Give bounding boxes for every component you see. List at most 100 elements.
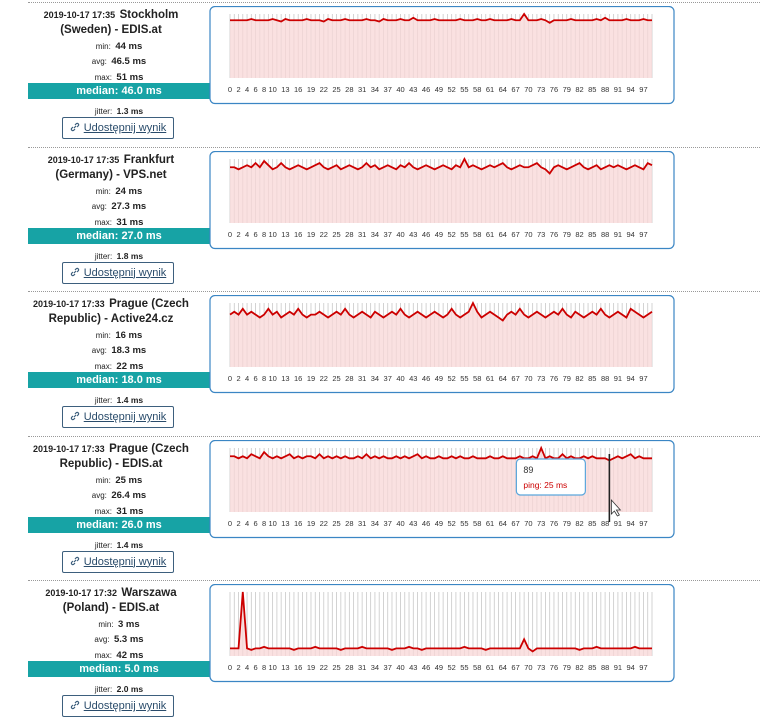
x-tick-label: 6 <box>253 663 257 672</box>
x-tick-label: 40 <box>396 519 404 528</box>
stat-label: min: <box>98 620 114 629</box>
separator <box>28 580 761 581</box>
x-tick-label: 85 <box>588 230 596 239</box>
median-value: 27.0 ms <box>121 229 162 242</box>
x-tick-label: 34 <box>371 374 379 383</box>
datetime: 2019-10-17 17:32 <box>45 588 117 598</box>
stat-value: 1.8 ms <box>116 250 144 261</box>
median-bar: median: 5.0 ms <box>28 661 210 677</box>
x-tick-label: 46 <box>422 374 430 383</box>
x-tick-label: 10 <box>268 85 276 94</box>
stat-label: jitter: <box>94 685 113 694</box>
x-tick-label: 82 <box>575 85 583 94</box>
stat-value: 51 ms <box>116 72 144 83</box>
x-tick-label: 52 <box>447 85 455 94</box>
stat-value: 42 ms <box>116 650 144 661</box>
stat-label: max: <box>94 506 112 516</box>
link-icon <box>70 556 79 565</box>
x-tick-label: 49 <box>435 85 443 94</box>
stat-value: 5.3 ms <box>114 634 144 645</box>
share-button[interactable]: Udostępnij wynik <box>62 695 174 717</box>
x-tick-label: 4 <box>245 85 249 94</box>
separator <box>28 291 761 292</box>
avg-stat: avg: 18.3 ms <box>28 340 210 358</box>
stat-label: avg: <box>91 490 107 500</box>
x-tick-label: 82 <box>575 230 583 239</box>
x-tick-label: 13 <box>281 230 289 239</box>
share-button[interactable]: Udostępnij wynik <box>62 406 174 428</box>
x-tick-label: 46 <box>422 519 430 528</box>
result-title: 2019-10-17 17:35 Stockholm (Sweden) - ED… <box>25 7 197 37</box>
x-tick-label: 82 <box>575 663 583 672</box>
stat-label: max: <box>94 651 112 660</box>
x-tick-label: 64 <box>499 85 507 94</box>
x-tick-label: 88 <box>601 663 609 672</box>
max-stat: max: 51 ms <box>28 67 210 85</box>
median-label: median: <box>76 374 119 386</box>
datetime: 2019-10-17 17:33 <box>33 443 105 454</box>
link-icon-path <box>70 122 79 132</box>
x-tick-label: 79 <box>563 85 571 94</box>
x-tick-label: 8 <box>262 374 266 383</box>
jitter-stat: jitter: 1.4 ms <box>28 390 210 408</box>
x-tick-label: 8 <box>262 230 266 239</box>
median-label: median: <box>76 85 119 97</box>
share-button[interactable]: Udostępnij wynik <box>62 550 174 573</box>
avg-stat: avg: 46.5 ms <box>28 51 210 69</box>
x-tick-label: 70 <box>524 519 532 528</box>
stat-value: 25 ms <box>115 474 143 486</box>
x-tick-label: 91 <box>614 230 622 239</box>
tooltip-title: 89 <box>523 465 533 475</box>
x-tick-label: 8 <box>262 663 266 672</box>
x-tick-label: 10 <box>268 519 276 528</box>
link-icon <box>70 411 79 421</box>
link-icon-path <box>70 556 79 565</box>
stat-label: max: <box>94 362 112 371</box>
x-tick-label: 22 <box>320 519 328 528</box>
x-tick-label: 28 <box>345 374 353 383</box>
x-tick-label: 16 <box>294 230 302 239</box>
x-tick-label: 91 <box>614 374 622 383</box>
x-tick-label: 34 <box>371 230 379 239</box>
x-tick-label: 46 <box>422 230 430 239</box>
stat-value: 3 ms <box>117 619 140 630</box>
ping-area <box>230 303 652 367</box>
x-tick-label: 25 <box>332 519 340 528</box>
x-tick-label: 61 <box>486 230 494 239</box>
x-tick-label: 58 <box>473 519 481 528</box>
max-stat: max: 31 ms <box>28 212 210 230</box>
stat-value: 1.4 ms <box>116 539 144 550</box>
x-tick-label: 55 <box>460 519 468 528</box>
x-tick-label: 22 <box>320 663 328 672</box>
x-tick-label: 22 <box>320 374 328 383</box>
stat-value: 46.5 ms <box>111 56 147 67</box>
min-stat: min: 25 ms <box>28 470 210 488</box>
x-tick-label: 85 <box>588 519 596 528</box>
x-tick-label: 4 <box>245 374 249 383</box>
stat-label: jitter: <box>94 107 113 116</box>
x-tick-label: 2 <box>236 374 240 383</box>
x-tick-label: 73 <box>537 374 545 383</box>
x-tick-label: 94 <box>627 663 635 672</box>
x-tick-label: 91 <box>614 85 622 94</box>
x-tick-label: 19 <box>307 230 315 239</box>
x-tick-label: 19 <box>307 663 315 672</box>
stat-value: 16 ms <box>115 330 143 341</box>
x-tick-label: 40 <box>396 85 404 94</box>
x-tick-label: 0 <box>228 230 232 239</box>
ping-line <box>230 12 652 24</box>
share-button[interactable]: Udostępnij wynik <box>62 261 174 284</box>
x-tick-label: 79 <box>563 519 571 528</box>
x-tick-label: 58 <box>473 230 481 239</box>
x-tick-label: 0 <box>228 374 232 383</box>
x-tick-label: 82 <box>575 519 583 528</box>
x-tick-label: 43 <box>409 519 417 528</box>
share-button[interactable]: Udostępnij wynik <box>62 117 174 139</box>
x-tick-label: 16 <box>294 519 302 528</box>
x-tick-label: 73 <box>537 230 545 239</box>
x-tick-label: 40 <box>396 374 404 383</box>
jitter-stat: jitter: 2.0 ms <box>28 679 210 697</box>
x-tick-label: 4 <box>245 519 249 528</box>
x-tick-label: 67 <box>511 519 519 528</box>
x-tick-label: 6 <box>253 85 257 94</box>
